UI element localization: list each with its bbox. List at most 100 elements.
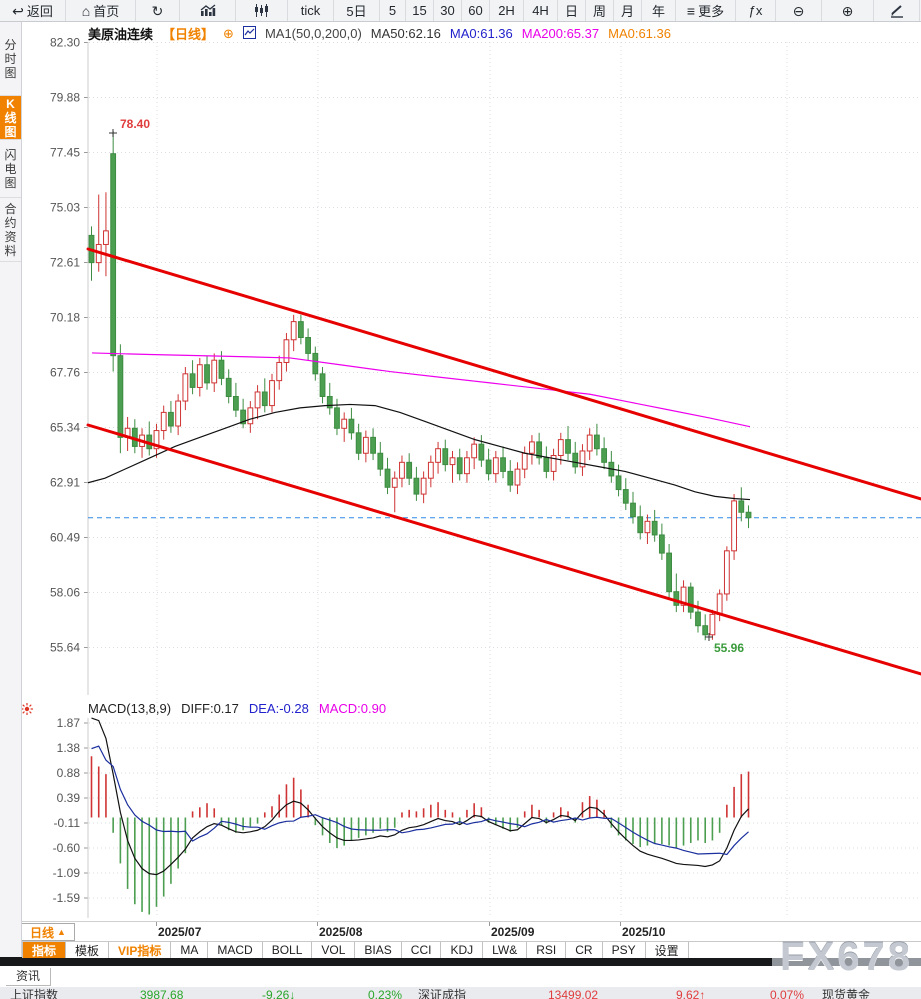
toolbar-formula-button[interactable]: ƒx: [736, 0, 776, 21]
ticker-change: -9.26↓: [262, 988, 296, 999]
market-ticker: 上证指数 3987.68 -9.26↓ 0.23% 深证成指 13499.02 9.62↑ 0…: [0, 987, 921, 999]
macd-value-3: MACD:0.90: [318, 701, 387, 716]
sidebar-item-4[interactable]: 合 约 资 料: [0, 198, 21, 262]
toolbar-5m-label: 5: [388, 3, 397, 18]
tab-VOL[interactable]: VOL: [312, 942, 356, 958]
price-axis-label: 60.49: [50, 531, 80, 545]
toolbar-30m-label: 30: [440, 3, 455, 18]
ticker-price: 13499.02: [548, 988, 599, 999]
toolbar-back-label: 返回: [26, 4, 53, 19]
toolbar-more-button[interactable]: ≡ 更多: [676, 0, 736, 21]
macd-diff-line: [91, 717, 749, 876]
ma-values: MA50:62.16 MA0:61.36 MA200:65.37 MA0:61.36: [371, 26, 680, 41]
tab-指标[interactable]: 指标: [22, 942, 67, 958]
toolbar-draw-button[interactable]: [874, 0, 920, 21]
period-selector[interactable]: 日线 ▲: [21, 923, 75, 941]
trendline[interactable]: [86, 423, 921, 676]
sidebar-item-1[interactable]: 分 时 图: [0, 22, 21, 96]
tab-news[interactable]: 资讯: [6, 968, 52, 986]
tab-设置[interactable]: 设置: [646, 942, 689, 958]
ticker-price: 3987.68: [140, 988, 184, 999]
toolbar-home-label: 首页: [93, 4, 120, 19]
macd-axis-label: 1.38: [57, 741, 81, 755]
macd-settings-icon[interactable]: [21, 703, 33, 715]
toolbar-5m-button[interactable]: 5: [380, 0, 406, 21]
tab-CCI[interactable]: CCI: [402, 942, 442, 958]
scrollbar-track[interactable]: [0, 957, 772, 966]
toolbar-day-button[interactable]: 日: [558, 0, 586, 21]
tab-模板[interactable]: 模板: [66, 942, 110, 958]
toolbar-60m-label: 60: [468, 3, 483, 18]
toolbar-2h-label: 2H: [498, 3, 515, 18]
back-icon: ↩: [12, 2, 24, 19]
toolbar-tick-button[interactable]: tick: [288, 0, 334, 21]
toolbar-15m-label: 15: [412, 3, 427, 18]
tab-MACD[interactable]: MACD: [208, 942, 263, 958]
toolbar-back-button[interactable]: ↩ 返回: [0, 0, 66, 21]
trendline[interactable]: [86, 247, 921, 501]
toolbar-candle-chart-button[interactable]: [236, 0, 288, 21]
price-axis-label: 77.45: [50, 146, 80, 160]
x-axis-label: 2025/07: [158, 925, 202, 939]
tab-LW&[interactable]: LW&: [483, 942, 528, 958]
sidebar-item-3[interactable]: 闪 电 图: [0, 140, 21, 198]
price-axis-label: 82.30: [50, 36, 80, 50]
chart-header: 美原油连续 【日线】 ⊕ MA1(50,0,200,0) MA50:62.16 M…: [88, 24, 680, 43]
toolbar-4h-button[interactable]: 4H: [524, 0, 558, 21]
x-axis-label: 2025/09: [491, 925, 535, 939]
candle-chart-icon: [254, 4, 269, 17]
macd-value-1: DIFF:0.17: [181, 701, 239, 716]
toolbar-2h-button[interactable]: 2H: [490, 0, 524, 21]
toolbar-formula-label: ƒx: [748, 3, 763, 18]
toolbar-5d-label: 5日: [346, 4, 367, 19]
watermark: FX678: [780, 935, 913, 979]
toolbar-5d-button[interactable]: 5日: [334, 0, 380, 21]
toolbar-more-label: 更多: [698, 4, 725, 19]
toolbar-60m-button[interactable]: 60: [462, 0, 490, 21]
toolbar-30m-button[interactable]: 30: [434, 0, 462, 21]
tab-CR[interactable]: CR: [566, 942, 603, 958]
area-chart-icon: [200, 4, 216, 17]
price-axis-label: 75.03: [50, 201, 80, 215]
period-label: 日线: [30, 925, 55, 940]
macd-axis-label: 0.39: [57, 791, 81, 805]
ticker-change: 9.62↑: [676, 988, 706, 999]
tab-PSY[interactable]: PSY: [603, 942, 646, 958]
toolbar-zoom-out-button[interactable]: ⊖: [776, 0, 822, 21]
toolbar-15m-button[interactable]: 15: [406, 0, 434, 21]
ma-indicator-icon[interactable]: [242, 25, 256, 42]
ma-value-1: MA50:62.16: [370, 26, 441, 41]
x-axis-label: 2025/08: [319, 925, 363, 939]
zoom-out-icon: ⊖: [792, 2, 805, 19]
toolbar-refresh-button[interactable]: ↻: [136, 0, 180, 21]
toolbar: ↩ 返回 ⌂ 首页 ↻ tick 5日 5 15 30 60 2H 4H 日周月年 ≡ 更多 ƒx ⊖ ⊕: [0, 0, 921, 22]
tab-BIAS[interactable]: BIAS: [355, 942, 402, 958]
price-axis-label: 65.34: [50, 421, 80, 435]
ticker-name: 现货黄金: [822, 988, 871, 999]
toolbar-month-button[interactable]: 月: [614, 0, 642, 21]
x-tick: [620, 922, 621, 926]
sidebar-item-2[interactable]: K 线 图: [0, 96, 21, 140]
home-icon: ⌂: [81, 2, 91, 19]
toolbar-zoom-in-button[interactable]: ⊕: [822, 0, 874, 21]
refresh-icon: ↻: [151, 2, 164, 19]
toolbar-week-button[interactable]: 周: [586, 0, 614, 21]
toolbar-year-button[interactable]: 年: [642, 0, 676, 21]
macd-title[interactable]: MACD(13,8,9): [88, 701, 172, 716]
tab-MA[interactable]: MA: [171, 942, 209, 958]
add-compare-icon[interactable]: ⊕: [223, 25, 234, 41]
macd-dea-line: [91, 745, 749, 856]
tab-KDJ[interactable]: KDJ: [441, 942, 484, 958]
tab-VIP指标[interactable]: VIP指标: [109, 942, 172, 958]
ma-value-4: MA0:61.36: [608, 26, 671, 41]
macd-axis-label: -0.60: [53, 841, 81, 855]
xaxis-row: 日线 ▲ 2025/07 2025/08 2025/09 2025/10: [21, 921, 921, 941]
toolbar-home-button[interactable]: ⌂ 首页: [66, 0, 136, 21]
tab-RSI[interactable]: RSI: [527, 942, 567, 958]
tab-BOLL[interactable]: BOLL: [263, 942, 313, 958]
toolbar-week-label: 周: [592, 4, 606, 19]
ma-settings-label[interactable]: MA1(50,0,200,0): [264, 26, 362, 41]
toolbar-area-chart-button[interactable]: [180, 0, 236, 21]
